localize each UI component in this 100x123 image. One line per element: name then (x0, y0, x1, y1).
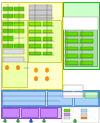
Bar (40, 108, 57, 117)
Circle shape (45, 68, 49, 72)
Bar (29, 15, 52, 20)
Bar (80, 47, 93, 50)
Bar (14, 14, 24, 18)
Bar (63, 92, 83, 98)
Bar (14, 22, 24, 26)
Bar (1, 107, 61, 118)
Bar (29, 30, 41, 33)
Bar (2, 91, 45, 105)
Bar (29, 5, 52, 10)
Bar (81, 113, 87, 116)
Bar (21, 108, 38, 117)
Bar (80, 54, 93, 58)
Bar (43, 44, 52, 48)
Bar (3, 49, 24, 54)
Bar (65, 32, 78, 36)
Bar (2, 20, 27, 87)
Bar (64, 113, 70, 116)
Bar (3, 29, 13, 33)
Bar (1, 90, 99, 106)
Bar (28, 20, 61, 61)
Polygon shape (30, 119, 32, 122)
Polygon shape (17, 119, 19, 122)
Bar (81, 109, 87, 112)
Bar (65, 62, 78, 65)
Bar (29, 10, 52, 15)
Polygon shape (43, 119, 45, 122)
Bar (3, 44, 13, 48)
Bar (29, 44, 41, 48)
Circle shape (34, 68, 38, 72)
Bar (29, 22, 41, 26)
Bar (29, 52, 41, 55)
Polygon shape (74, 119, 76, 122)
Bar (65, 47, 78, 50)
Bar (43, 30, 52, 33)
Bar (3, 22, 13, 26)
Bar (43, 37, 52, 41)
Bar (80, 62, 93, 65)
Bar (3, 14, 13, 18)
Bar (65, 26, 97, 66)
Bar (80, 32, 93, 36)
Circle shape (5, 65, 9, 70)
Bar (3, 7, 13, 11)
Bar (81, 117, 87, 119)
Bar (14, 7, 24, 11)
Circle shape (16, 65, 20, 70)
Bar (80, 39, 93, 43)
Bar (3, 36, 13, 41)
Polygon shape (4, 119, 6, 122)
Bar (14, 29, 24, 33)
Bar (64, 117, 70, 119)
Bar (14, 44, 24, 48)
Bar (63, 2, 99, 69)
Bar (62, 107, 99, 123)
Bar (1, 2, 62, 89)
Circle shape (34, 77, 38, 81)
Bar (43, 52, 52, 55)
Bar (65, 54, 78, 58)
Bar (64, 109, 70, 112)
Bar (2, 108, 19, 117)
Bar (65, 39, 78, 43)
Bar (74, 91, 98, 105)
Circle shape (45, 77, 49, 81)
Bar (43, 22, 52, 26)
Bar (63, 85, 83, 91)
Bar (47, 91, 72, 105)
Bar (3, 57, 24, 62)
Bar (85, 92, 98, 98)
Bar (29, 37, 41, 41)
Bar (63, 17, 98, 30)
